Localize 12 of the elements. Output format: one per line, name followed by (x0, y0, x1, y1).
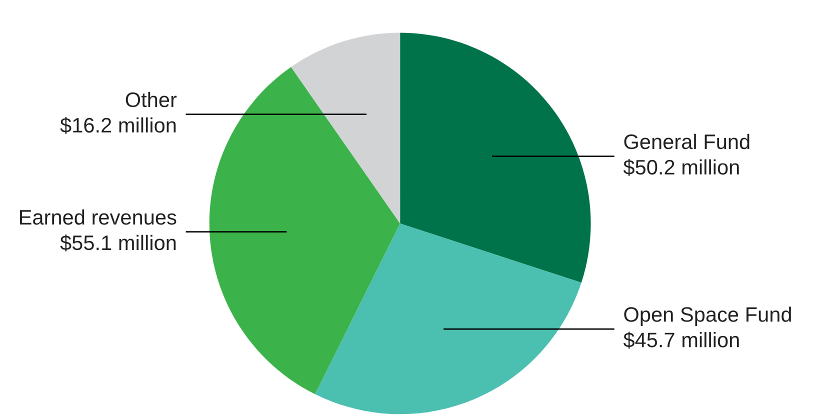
data-label: $55.1 million (60, 234, 176, 252)
pie-slice (315, 223, 582, 414)
slice-label: Open Space Fund (624, 306, 791, 326)
pie-slice (209, 67, 400, 394)
data-label: $45.7 million (623, 332, 739, 349)
slice-label: Earned revenues (20, 209, 176, 225)
pie-slice (291, 32, 400, 224)
data-label: $50.2 million (623, 158, 739, 176)
slice-label: Other (126, 92, 177, 108)
data-label: $16.2 million (60, 117, 176, 134)
slice-label: General Fund (624, 134, 750, 150)
pie-slice (400, 32, 591, 283)
